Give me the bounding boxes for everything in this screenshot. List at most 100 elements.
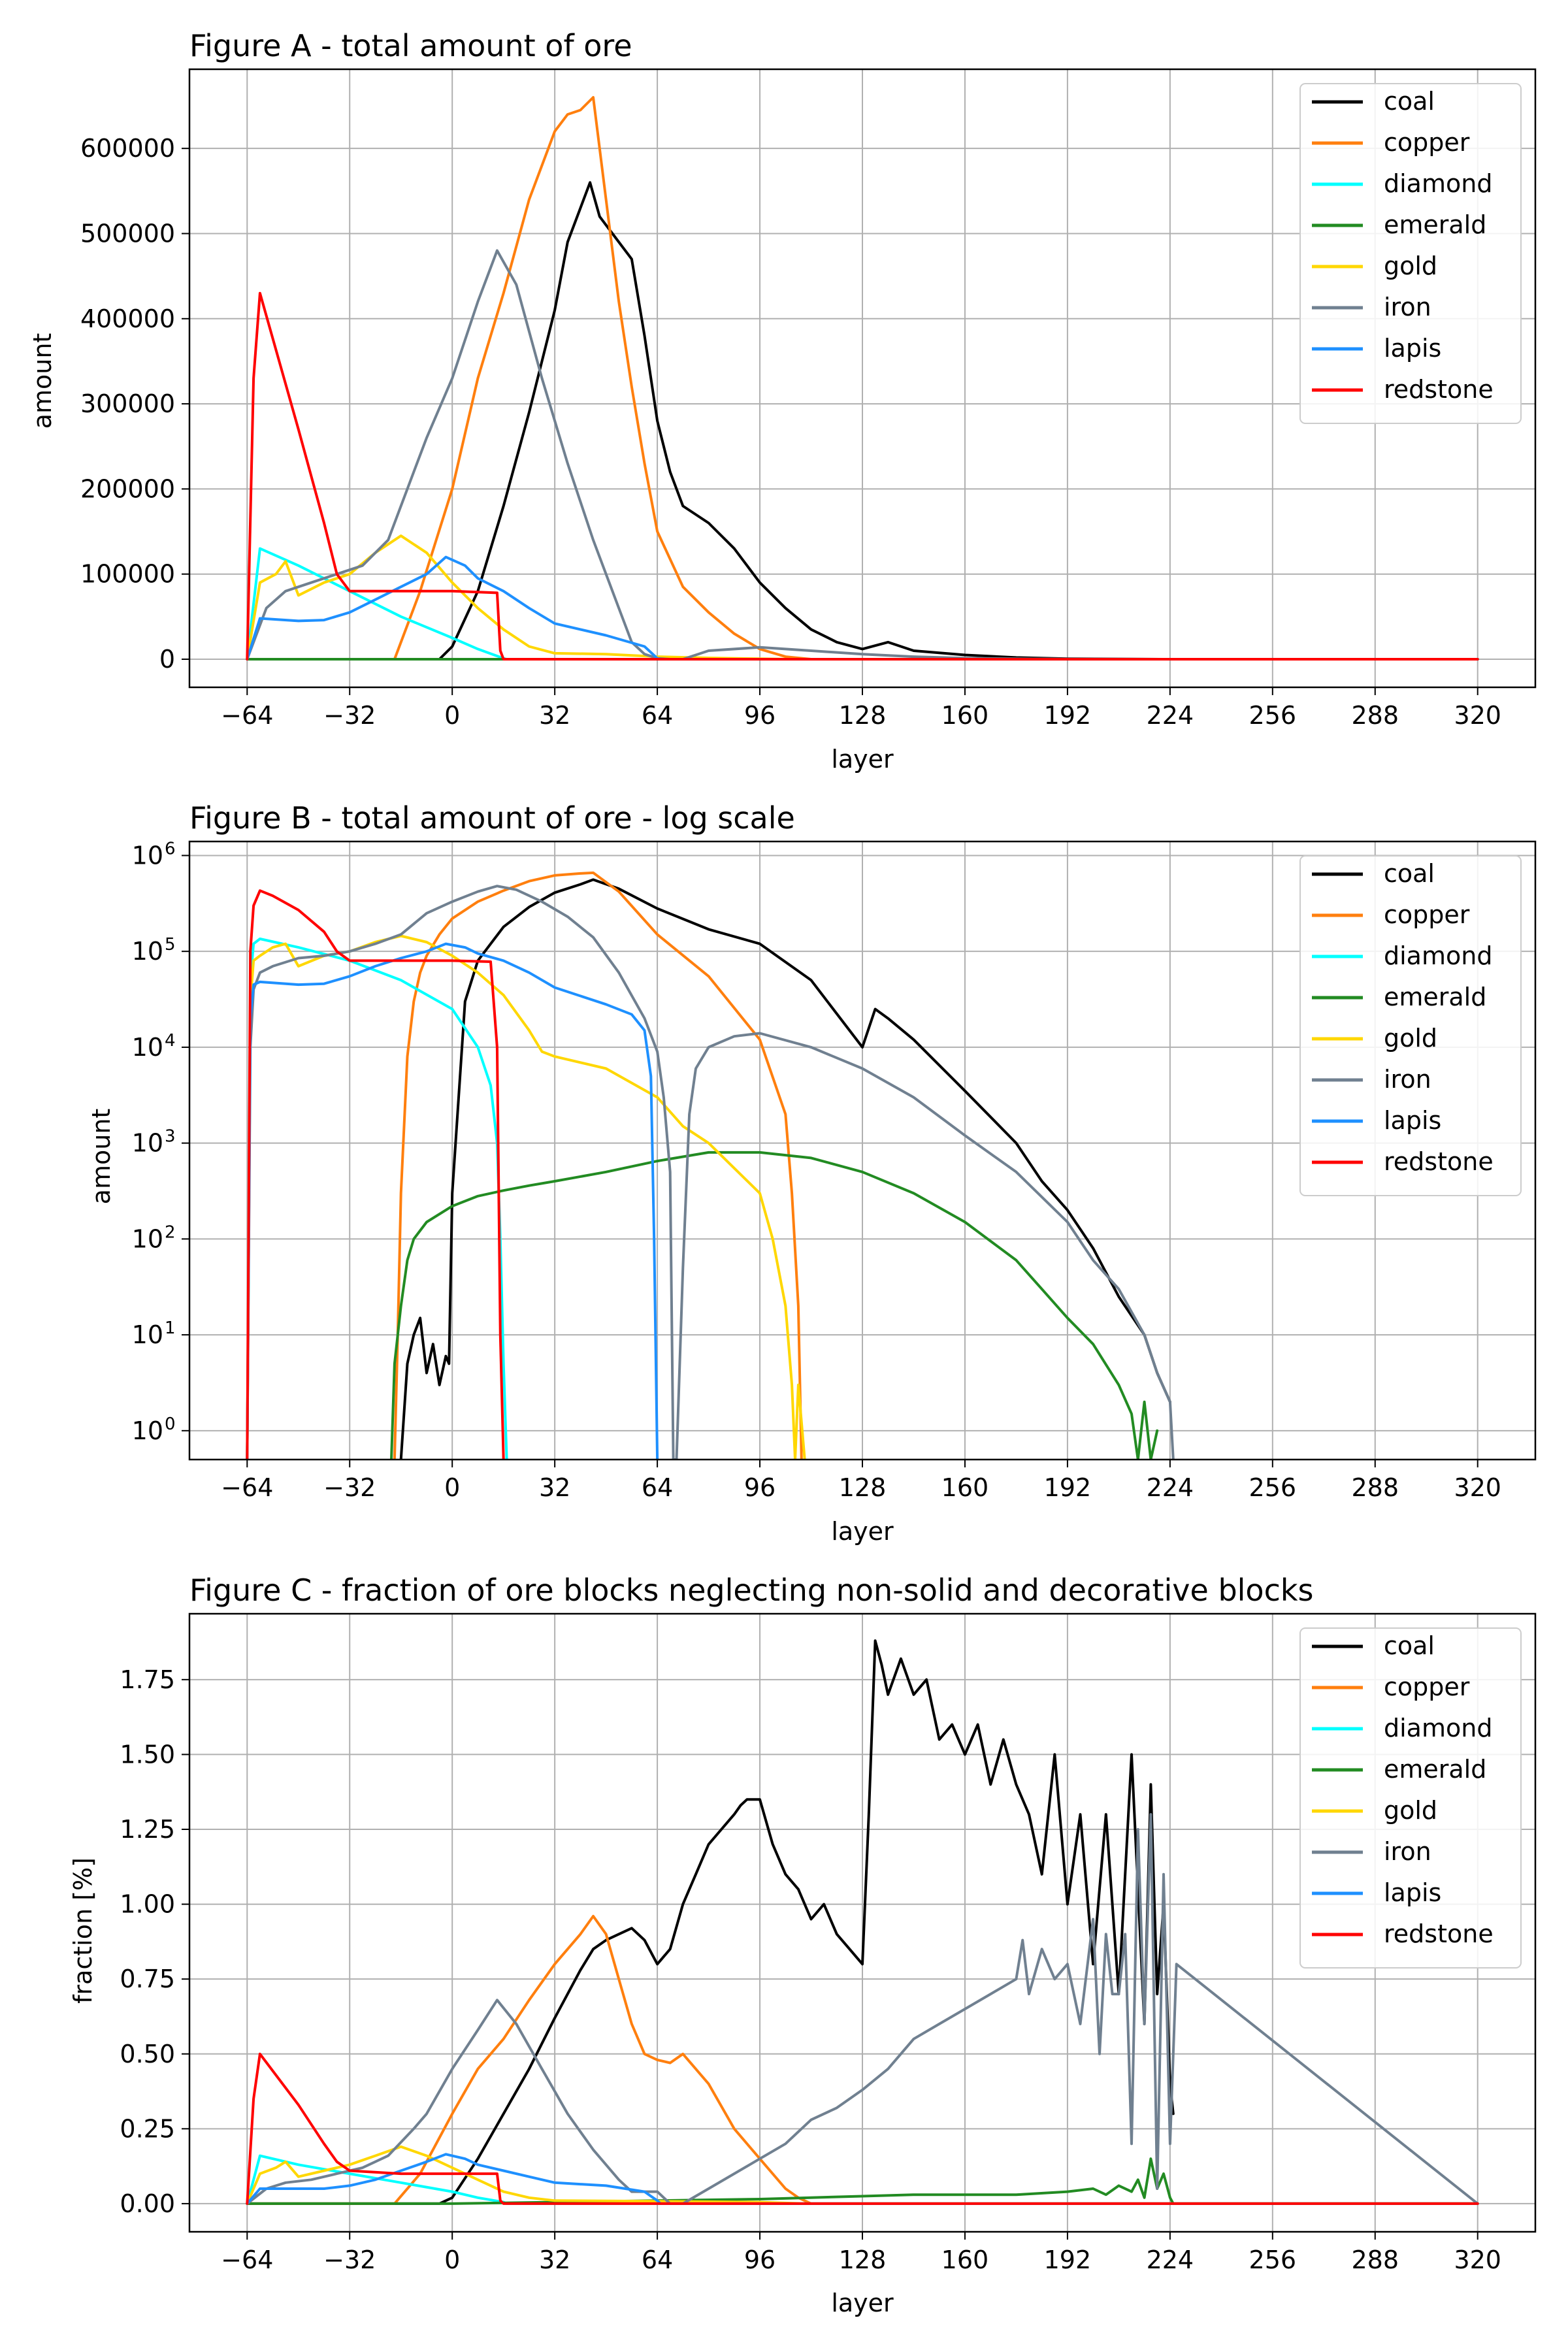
panel-b-legend-label-iron: iron xyxy=(1384,1065,1431,1094)
panel-a: Figure A - total amount of ore layer amo… xyxy=(28,28,1537,774)
panel-b-series-redstone xyxy=(246,889,505,1460)
panel-a-legend-label-emerald: emerald xyxy=(1384,210,1486,239)
panel-c-legend-label-gold: gold xyxy=(1384,1796,1437,1825)
panel-a-legend-label-copper: copper xyxy=(1384,128,1470,157)
panel-a-legend-label-iron: iron xyxy=(1384,293,1431,321)
panel-c-xtick-label: 320 xyxy=(1454,2246,1501,2274)
panel-b-series-emerald xyxy=(390,1151,1159,1460)
panel-b-ytick-exponent: 0 xyxy=(165,1414,176,1434)
panel-c-xtick-label: 192 xyxy=(1044,2246,1092,2274)
panel-b-xtick-label: −32 xyxy=(323,1473,376,1502)
panel-c-ytick-label: 1.50 xyxy=(120,1740,175,1769)
panel-c-series-iron xyxy=(246,1813,1479,2205)
panel-c-xtick-label: 0 xyxy=(444,2246,460,2274)
panel-c-ylabel: fraction [%] xyxy=(69,1857,97,2004)
panel-c-xlabel: layer xyxy=(831,2289,894,2317)
panel-c-xtick-label: 160 xyxy=(941,2246,989,2274)
panel-b-ytick-label: 10 xyxy=(132,841,163,870)
panel-c-series-redstone xyxy=(246,2052,1479,2205)
panel-b-ytick-exponent: 1 xyxy=(165,1318,176,1338)
panel-a-xtick-label: −64 xyxy=(221,701,273,730)
panel-b-series-copper xyxy=(393,871,803,1460)
panel-b-legend-label-diamond: diamond xyxy=(1384,941,1492,970)
panel-a-legend-label-lapis: lapis xyxy=(1384,334,1441,363)
panel-c-ytick-label: 0.75 xyxy=(120,1965,175,1993)
panel-a-xtick-label: 256 xyxy=(1249,701,1297,730)
panel-c-series-group xyxy=(246,1639,1479,2205)
panel-c-xtick-label: 64 xyxy=(642,2246,673,2274)
panel-b: Figure B - total amount of ore - log sca… xyxy=(87,800,1537,1546)
panel-c-xtick-label: 288 xyxy=(1351,2246,1399,2274)
panel-c-legend-label-redstone: redstone xyxy=(1384,1919,1494,1948)
panel-b-ytick-exponent: 3 xyxy=(165,1127,176,1147)
panel-a-legend-label-redstone: redstone xyxy=(1384,375,1494,404)
panel-b-series-iron xyxy=(246,885,1175,1460)
panel-c-ytick-label: 1.25 xyxy=(120,1815,175,1844)
panel-c-legend-label-diamond: diamond xyxy=(1384,1714,1492,1742)
panel-b-xtick-label: 224 xyxy=(1147,1473,1194,1502)
panel-c-xtick-label: 224 xyxy=(1147,2246,1194,2274)
panel-b-ytick-label: 10 xyxy=(132,1033,163,1062)
panel-c-ytick-label: 0.00 xyxy=(120,2189,175,2218)
panel-b-legend-label-gold: gold xyxy=(1384,1024,1437,1053)
panel-b-ytick-label: 10 xyxy=(132,937,163,966)
panel-a-series-copper xyxy=(246,96,1479,661)
panel-c-xtick-label: 256 xyxy=(1249,2246,1297,2274)
panel-c-xtick-label: −64 xyxy=(221,2246,273,2274)
panel-b-ytick-exponent: 4 xyxy=(165,1031,176,1051)
panel-c-xtick-label: 32 xyxy=(539,2246,570,2274)
panel-a-legend: coal copper diamond emerald gold iron lapis red… xyxy=(1299,83,1522,424)
panel-a-xtick-label: 32 xyxy=(539,701,570,730)
panel-c-xtick-label: 128 xyxy=(839,2246,887,2274)
panel-a-legend-box xyxy=(1299,83,1522,424)
panel-c-legend: coal copper diamond emerald gold iron lapis red… xyxy=(1299,1627,1522,1968)
panel-c-title: Figure C - fraction of ore blocks neglec… xyxy=(189,1573,1313,1608)
panel-c: Figure C - fraction of ore blocks neglec… xyxy=(69,1573,1537,2317)
panel-a-xtick-label: 64 xyxy=(642,701,673,730)
panel-a-ytick-label: 600000 xyxy=(80,134,175,163)
panel-b-xtick-label: 32 xyxy=(539,1473,570,1502)
panel-a-xtick-label: 192 xyxy=(1044,701,1092,730)
panel-a-legend-label-gold: gold xyxy=(1384,252,1437,280)
panel-b-ytick-exponent: 6 xyxy=(165,839,176,858)
panel-b-legend: coal copper diamond emerald gold iron lapis red… xyxy=(1299,855,1522,1196)
panel-b-xtick-label: 0 xyxy=(444,1473,460,1502)
panel-c-series-lapis xyxy=(246,2153,1479,2205)
panel-b-xtick-label: 320 xyxy=(1454,1473,1501,1502)
panel-a-series-redstone xyxy=(246,291,1479,661)
panel-b-legend-label-emerald: emerald xyxy=(1384,983,1486,1011)
panel-c-ytick-label: 1.75 xyxy=(120,1665,175,1694)
panel-b-ytick-label: 10 xyxy=(132,1320,163,1349)
panel-b-xtick-label: 128 xyxy=(839,1473,887,1502)
panel-c-xtick-label: −32 xyxy=(323,2246,376,2274)
panel-a-ytick-label: 0 xyxy=(159,645,175,674)
panel-a-series-lapis xyxy=(246,555,1479,661)
panel-b-ytick-label: 10 xyxy=(132,1224,163,1253)
panel-c-series-copper xyxy=(246,1914,1479,2205)
panel-b-legend-label-coal: coal xyxy=(1384,859,1435,888)
panel-a-xtick-label: 160 xyxy=(941,701,989,730)
panel-c-legend-label-lapis: lapis xyxy=(1384,1878,1441,1907)
panel-c-legend-label-coal: coal xyxy=(1384,1631,1435,1660)
panel-b-xlabel: layer xyxy=(831,1517,894,1546)
panel-c-xtick-label: 96 xyxy=(744,2246,776,2274)
panel-b-legend-box xyxy=(1299,855,1522,1196)
panel-c-legend-box xyxy=(1299,1627,1522,1968)
panel-a-xtick-label: 288 xyxy=(1351,701,1399,730)
panel-b-legend-label-redstone: redstone xyxy=(1384,1147,1494,1176)
panel-b-xtick-label: 256 xyxy=(1249,1473,1297,1502)
panel-b-xtick-label: 160 xyxy=(941,1473,989,1502)
panel-b-xtick-label: 288 xyxy=(1351,1473,1399,1502)
panel-b-xtick-label: 64 xyxy=(642,1473,673,1502)
panel-c-series-gold xyxy=(246,2145,1479,2205)
panel-b-legend-label-copper: copper xyxy=(1384,900,1470,929)
panel-a-xtick-label: 96 xyxy=(744,701,776,730)
panel-a-legend-label-diamond: diamond xyxy=(1384,169,1492,198)
panel-b-xtick-label: 96 xyxy=(744,1473,776,1502)
panel-b-title: Figure B - total amount of ore - log sca… xyxy=(189,800,795,836)
panel-a-series-coal xyxy=(246,181,1479,661)
panel-c-legend-label-copper: copper xyxy=(1384,1673,1470,1701)
panel-c-legend-label-iron: iron xyxy=(1384,1837,1431,1866)
panel-c-ytick-label: 0.50 xyxy=(120,2040,175,2068)
